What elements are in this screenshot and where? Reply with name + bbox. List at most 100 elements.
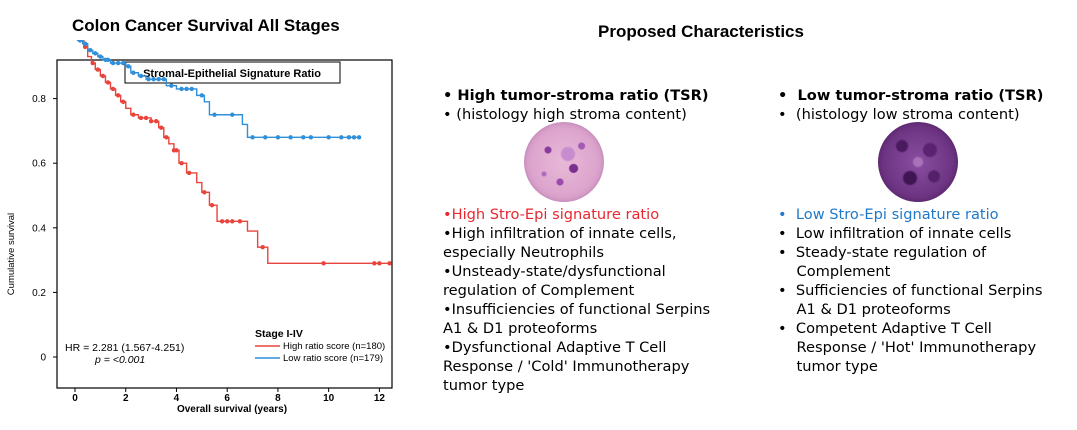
x-tick-label: 2: [123, 393, 129, 404]
censor-mark: [387, 261, 392, 266]
y-axis-label: Cumulative survival: [6, 213, 17, 295]
censor-mark: [372, 261, 377, 266]
y-tick-label: 0.4: [32, 223, 46, 234]
high-tsr-item: •High Stro-Epi signature ratio: [443, 206, 660, 223]
high-tsr-item: Response / 'Cold' Immunotherapy: [443, 358, 690, 375]
censor-mark: [143, 115, 149, 121]
low-tsr-item: • Steady-state regulation of: [778, 244, 987, 261]
censor-mark: [82, 41, 88, 46]
chart-main-title: Colon Cancer Survival All Stages: [72, 16, 340, 35]
censor-mark: [260, 244, 265, 250]
high-tsr-column: • High tumor-stroma ratio (TSR) • (histo…: [443, 86, 709, 124]
censor-mark: [275, 135, 281, 140]
high-tsr-item: •Dysfunctional Adaptive T Cell: [443, 339, 667, 356]
censor-mark: [82, 44, 88, 50]
x-axis-label: Overall survival (years): [177, 404, 287, 415]
censor-mark: [186, 170, 192, 176]
high-tsr-subheading: • (histology high stroma content): [443, 106, 687, 123]
low-tsr-subheading: • (histology low stroma content): [778, 106, 1020, 123]
low-tsr-item: • Low infiltration of innate cells: [778, 225, 1012, 242]
censor-mark: [77, 40, 83, 43]
low-tsr-item: tumor type: [778, 358, 878, 375]
censor-mark: [288, 135, 293, 140]
censor-mark: [301, 135, 306, 140]
high-tsr-item: tumor type: [443, 377, 525, 394]
censor-mark: [250, 135, 255, 140]
censor-mark: [219, 219, 225, 224]
censor-mark: [120, 60, 126, 66]
survival-curve-low: [76, 40, 360, 139]
x-tick-label: 0: [72, 393, 78, 404]
censor-mark: [110, 86, 116, 92]
censor-mark: [115, 60, 121, 66]
x-tick-label: 12: [374, 393, 386, 404]
censor-mark: [212, 112, 217, 117]
high-tsr-list: •High Stro-Epi signature ratio •High infi…: [443, 205, 710, 395]
high-tsr-item: especially Neutrophils: [443, 244, 604, 261]
low-tsr-item: Response / 'Hot' Immunotherapy: [778, 339, 1037, 356]
low-tsr-heading: • Low tumor-stroma ratio (TSR): [778, 87, 1044, 104]
censor-mark: [308, 135, 314, 140]
censor-mark: [138, 115, 144, 121]
high-tsr-heading: • High tumor-stroma ratio (TSR): [443, 87, 709, 104]
low-tsr-item: • Low Stro-Epi signature ratio: [778, 206, 999, 223]
y-tick-label: 0: [40, 353, 46, 364]
censor-mark: [179, 86, 184, 92]
censor-mark: [126, 64, 131, 69]
censor-mark: [174, 148, 179, 153]
censor-mark: [131, 112, 136, 117]
censor-mark: [105, 80, 111, 85]
high-tsr-item: A1 & D1 proteoforms: [443, 320, 598, 337]
censor-mark: [98, 54, 103, 59]
low-stroma-histology-image: [878, 122, 958, 202]
plot-frame: [56, 59, 393, 389]
censor-mark: [88, 47, 93, 53]
censor-mark: [346, 135, 352, 140]
y-tick-label: 0.8: [32, 94, 46, 105]
low-tsr-item: • Sufficiencies of functional Serpins: [778, 282, 1043, 299]
censor-mark: [263, 135, 268, 140]
censor-mark: [356, 135, 362, 140]
censor-mark: [169, 83, 174, 88]
censor-mark: [146, 77, 151, 82]
censor-mark: [179, 161, 184, 166]
low-tsr-item: • Competent Adaptive T Cell: [778, 320, 992, 337]
censor-mark: [161, 77, 166, 82]
legend-title: Stage I-IV: [255, 328, 303, 340]
kaplan-meier-chart: Stromal-Epithelial Signature Ratio 0 2 4 6 8…: [6, 40, 393, 415]
censor-mark: [189, 86, 194, 92]
high-tsr-item: •Unsteady-state/dysfunctional: [443, 263, 666, 280]
censor-mark: [100, 73, 106, 79]
hazard-ratio-text: HR = 2.281 (1.567-4.251): [65, 342, 184, 354]
y-tick-label: 1.0: [32, 40, 46, 41]
censor-mark: [202, 190, 207, 195]
censor-mark: [151, 77, 156, 82]
censor-mark: [90, 60, 95, 66]
censor-mark: [115, 93, 121, 98]
chart-title-box: [124, 61, 341, 84]
censor-mark: [184, 86, 189, 92]
legend-label-low: Low ratio score (n=179): [283, 353, 383, 364]
high-tsr-item: •High infiltration of innate cells,: [443, 225, 677, 242]
censor-mark: [339, 135, 344, 140]
censor-mark: [120, 99, 126, 105]
censor-mark: [93, 51, 98, 56]
censor-mark: [230, 112, 235, 117]
censor-mark: [351, 135, 357, 140]
high-tsr-item: •Insufficiencies of functional Serpins: [443, 301, 711, 318]
censor-mark: [159, 125, 164, 130]
plot-title: Stromal-Epithelial Signature Ratio: [143, 68, 321, 80]
y-tick-label: 0.2: [32, 288, 46, 299]
censor-mark: [237, 219, 243, 224]
x-tick-label: 4: [174, 393, 180, 404]
censor-mark: [131, 70, 136, 75]
censor-mark: [377, 261, 382, 266]
censor-mark: [156, 77, 161, 82]
x-tick-label: 6: [224, 393, 230, 404]
censor-mark: [199, 93, 205, 98]
censor-mark: [95, 67, 101, 72]
censor-mark: [105, 57, 111, 63]
censor-mark: [138, 73, 144, 79]
censor-mark: [209, 202, 215, 208]
censor-mark: [164, 135, 169, 140]
